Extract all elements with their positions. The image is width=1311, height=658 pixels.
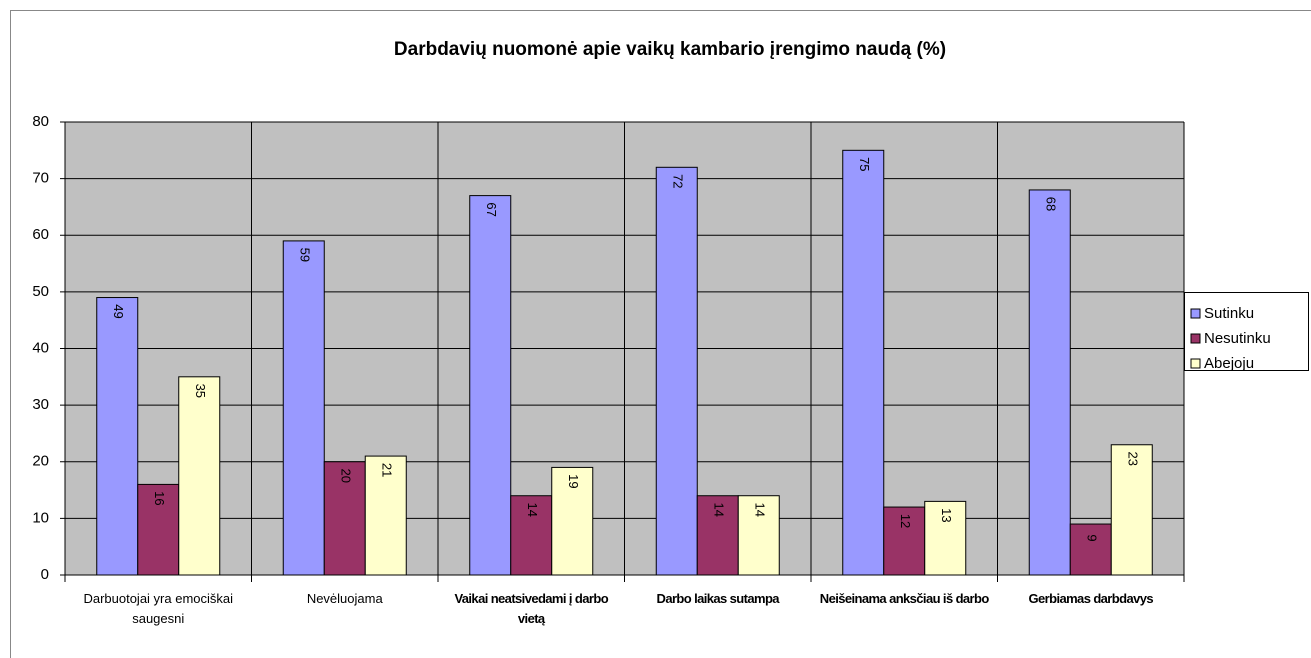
bar	[137, 483, 180, 576]
value-label: 12	[898, 514, 913, 528]
y-tick-label: 20	[32, 453, 49, 470]
x-tick-label-box: Nevėluojama	[306, 591, 383, 606]
bar	[883, 506, 926, 576]
bar	[655, 166, 698, 576]
x-tick-label: Nevėluojama	[306, 591, 383, 606]
x-tick-label-box: Gerbiamas darbdavys	[1028, 591, 1154, 606]
value-label: 72	[670, 174, 685, 188]
bar	[1069, 523, 1112, 576]
bar	[1028, 189, 1071, 576]
bar	[510, 495, 553, 576]
x-tick-label: Darbo laikas sutampa	[656, 591, 780, 606]
bar	[323, 461, 366, 576]
x-tick-label-box: Darbuotojai yra emociškai saugesni	[83, 591, 234, 626]
y-tick-label: 40	[32, 339, 49, 356]
value-label: 19	[566, 474, 581, 488]
legend-label: Nesutinku	[1204, 330, 1271, 347]
bar	[96, 297, 139, 576]
y-tick-label: 70	[32, 170, 49, 187]
bar	[737, 495, 780, 576]
value-label: 35	[193, 384, 208, 398]
x-tick-label: Neišeinama anksčiau iš darbo	[819, 591, 990, 606]
value-label: 13	[939, 508, 954, 522]
bar	[282, 240, 325, 576]
value-label: 9	[1084, 534, 1099, 541]
value-label: 20	[338, 469, 353, 483]
bar	[924, 500, 967, 576]
value-label: 68	[1043, 197, 1058, 211]
value-label: 21	[379, 463, 394, 477]
value-label: 49	[111, 304, 126, 318]
y-tick-label: 0	[41, 566, 49, 583]
value-label: 14	[711, 502, 726, 516]
x-tick-label-box: Neišeinama anksčiau iš darbo	[819, 591, 990, 606]
legend-swatch	[1190, 333, 1201, 344]
value-label: 14	[752, 502, 767, 516]
bar	[1110, 444, 1153, 576]
y-tick-label: 30	[32, 396, 49, 413]
x-tick-label: Vaikai neatsivedami į darbo vietą	[454, 591, 609, 626]
value-label: 67	[484, 202, 499, 216]
x-tick-label: Darbuotojai yra emociškai saugesni	[83, 591, 234, 626]
value-label: 59	[297, 248, 312, 262]
legend-label: Sutinku	[1204, 305, 1254, 322]
y-tick-label: 10	[32, 509, 49, 526]
chart-title: Darbdavių nuomonė apie vaikų kambario įr…	[394, 39, 946, 60]
y-tick-label: 60	[32, 226, 49, 243]
value-label: 23	[1125, 452, 1140, 466]
legend-swatch	[1190, 358, 1201, 369]
bar	[178, 376, 221, 576]
bar	[469, 195, 512, 576]
value-label: 16	[152, 491, 167, 505]
y-tick-label: 50	[32, 283, 49, 300]
bar	[842, 149, 885, 576]
x-tick-label: Gerbiamas darbdavys	[1028, 591, 1154, 606]
x-tick-label-box: Darbo laikas sutampa	[656, 591, 780, 606]
legend-box	[1184, 292, 1309, 371]
legend-label: Abejoju	[1204, 355, 1254, 372]
bar	[551, 466, 594, 576]
value-label: 75	[857, 157, 872, 171]
y-tick-label: 80	[32, 113, 49, 130]
value-label: 14	[525, 502, 540, 516]
bar	[364, 455, 407, 576]
legend-swatch	[1190, 308, 1201, 319]
x-tick-label-box: Vaikai neatsivedami į darbo vietą	[454, 591, 609, 626]
